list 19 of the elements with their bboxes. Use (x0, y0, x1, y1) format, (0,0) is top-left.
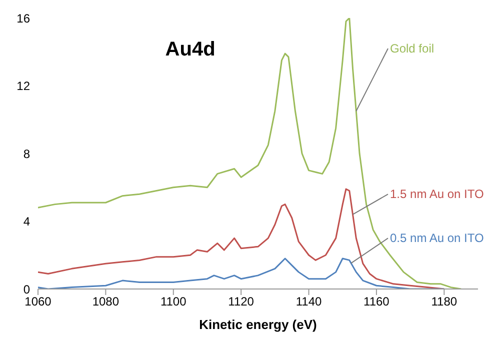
x-tick-label: 1120 (228, 294, 254, 309)
y-tick-label: 16 (16, 11, 30, 26)
y-tick-label: 12 (16, 79, 30, 94)
x-tick-label: 1060 (24, 294, 52, 309)
text: 0.5 nm Au on ITO (390, 231, 484, 246)
text: 1.5 nm Au on ITO (390, 187, 484, 202)
text: Au4d (165, 38, 216, 60)
x-tick-label: 1140 (296, 294, 322, 309)
line-series (38, 18, 462, 289)
text: Gold foil (390, 41, 434, 56)
y-tick-label: 8 (23, 146, 30, 161)
y-tick-label: 4 (23, 214, 30, 229)
x-axis-title: Kinetic energy (eV) (199, 317, 317, 332)
x-tick-label: 1100 (160, 294, 187, 309)
x-tick-label: 1080 (92, 294, 120, 309)
y-tick-label: 0 (23, 282, 30, 296)
line-series (38, 188, 445, 289)
x-tick-label: 1180 (431, 294, 458, 309)
x-tick-label: 1160 (364, 294, 390, 309)
